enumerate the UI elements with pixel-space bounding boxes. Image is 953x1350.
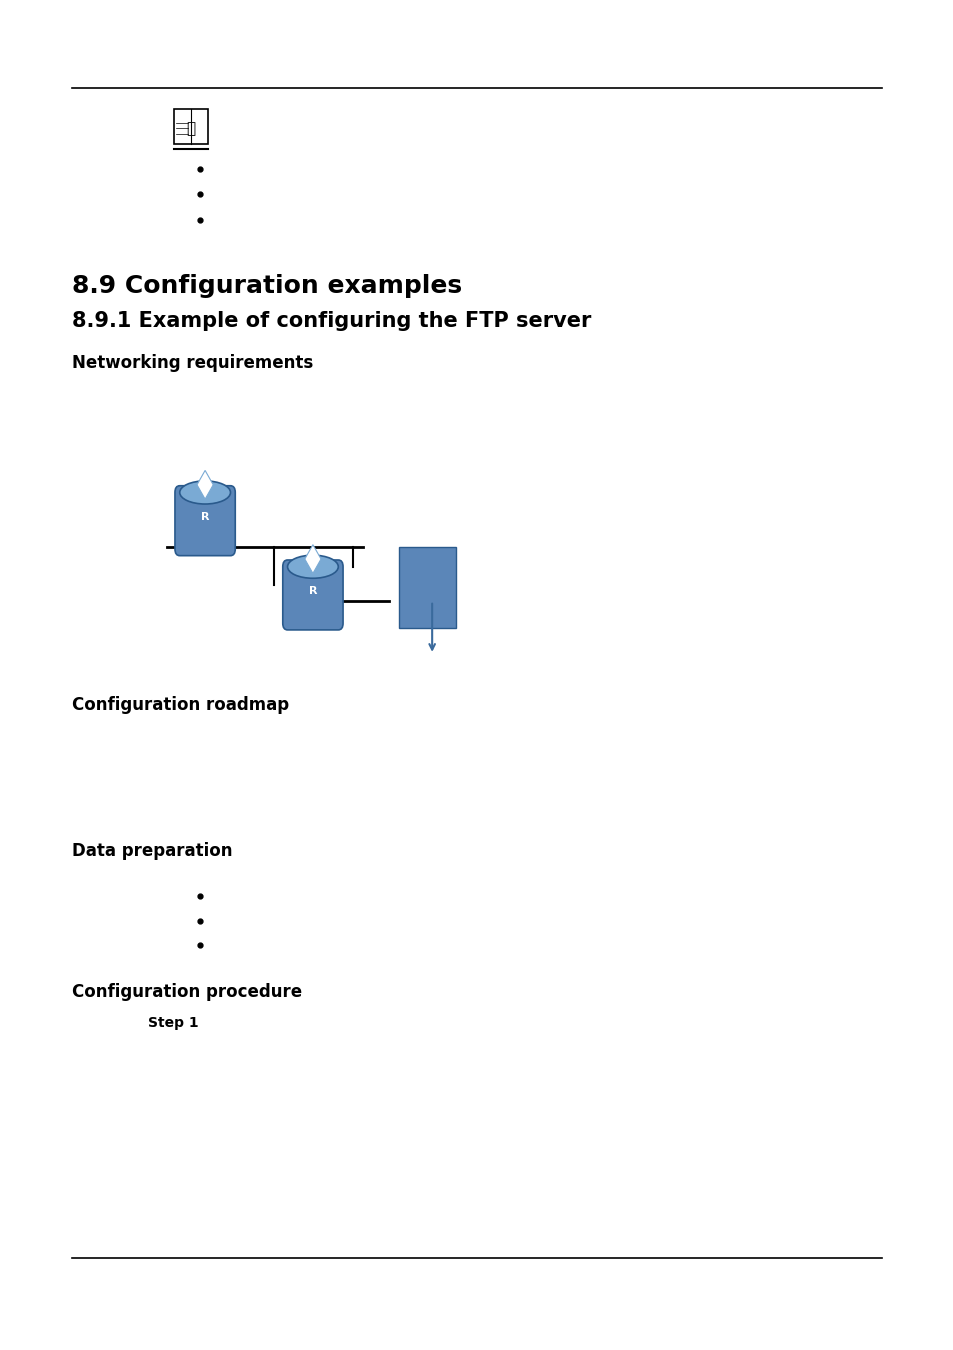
- Polygon shape: [398, 547, 456, 628]
- Text: 📖: 📖: [186, 120, 195, 136]
- Text: Step 1: Step 1: [148, 1017, 198, 1030]
- Polygon shape: [196, 470, 213, 500]
- Text: Configuration procedure: Configuration procedure: [71, 983, 301, 1002]
- Ellipse shape: [287, 555, 338, 578]
- Text: R: R: [309, 586, 316, 597]
- Text: Networking requirements: Networking requirements: [71, 354, 313, 373]
- Text: 8.9 Configuration examples: 8.9 Configuration examples: [71, 274, 461, 298]
- FancyBboxPatch shape: [282, 560, 343, 630]
- Ellipse shape: [179, 481, 231, 504]
- Text: R: R: [201, 512, 209, 522]
- Polygon shape: [304, 544, 321, 574]
- Text: Data preparation: Data preparation: [71, 841, 232, 860]
- Text: Configuration roadmap: Configuration roadmap: [71, 695, 289, 714]
- FancyBboxPatch shape: [174, 486, 235, 556]
- Text: 8.9.1 Example of configuring the FTP server: 8.9.1 Example of configuring the FTP ser…: [71, 312, 590, 331]
